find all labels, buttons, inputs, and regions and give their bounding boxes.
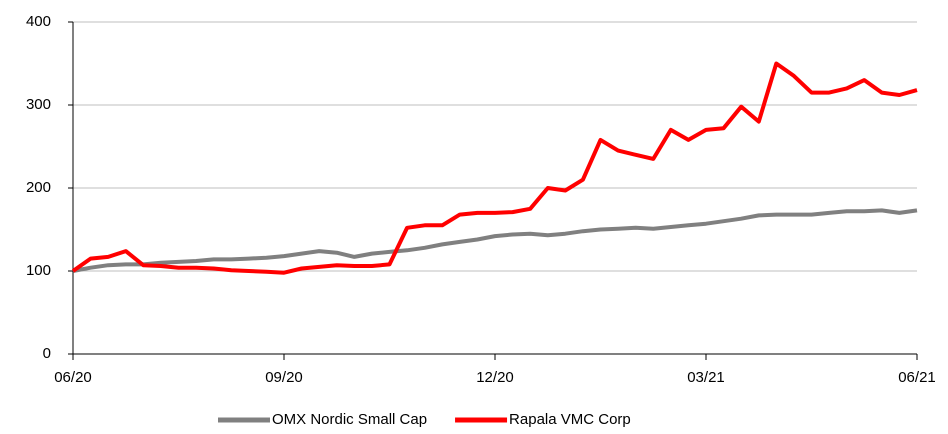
x-tick-label: 09/20 — [265, 369, 303, 386]
legend-label: OMX Nordic Small Cap — [272, 411, 427, 428]
x-tick-label: 06/20 — [54, 369, 92, 386]
x-tick-label: 03/21 — [687, 369, 725, 386]
x-tick-label: 12/20 — [476, 369, 514, 386]
x-tick-label: 06/21 — [898, 369, 936, 386]
y-tick-label: 400 — [26, 13, 51, 30]
y-tick-label: 0 — [43, 345, 51, 362]
y-tick-label: 100 — [26, 262, 51, 279]
series-line — [72, 208, 918, 273]
y-tick-label: 300 — [26, 96, 51, 113]
series-line — [71, 61, 918, 275]
legend-label: Rapala VMC Corp — [509, 411, 631, 428]
y-tick-label: 200 — [26, 179, 51, 196]
